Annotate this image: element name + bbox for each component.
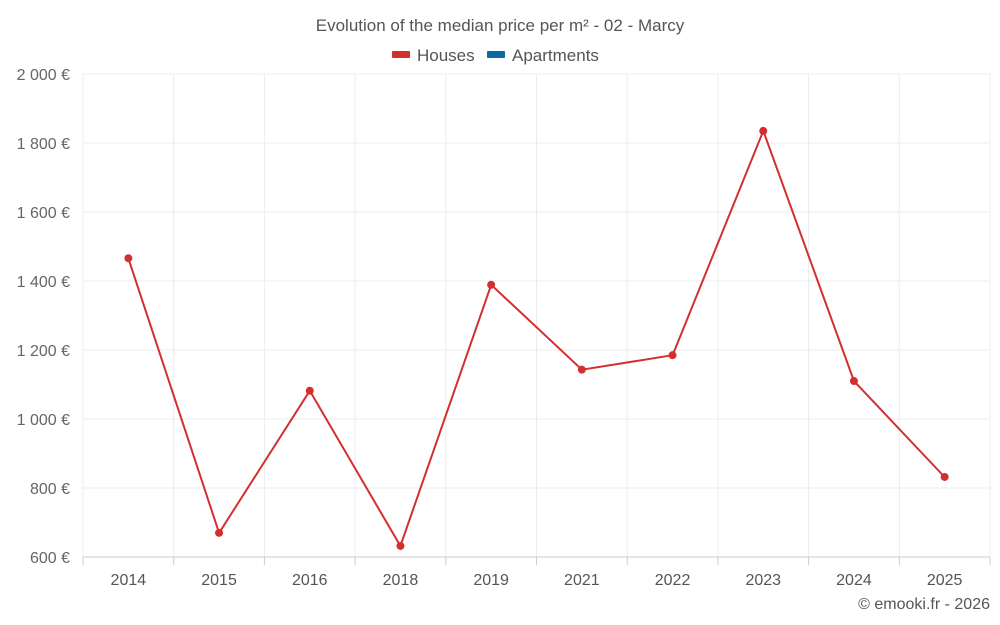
- x-tick-label: 2016: [292, 572, 328, 589]
- data-point-houses[interactable]: [215, 528, 224, 537]
- legend-item-apartments[interactable]: Apartments: [487, 46, 599, 65]
- data-point-houses[interactable]: [668, 351, 677, 360]
- legend: Houses Apartments: [392, 46, 599, 65]
- data-point-houses[interactable]: [759, 126, 768, 135]
- series-houses: [124, 126, 949, 550]
- y-tick-label: 600 €: [30, 550, 70, 567]
- data-point-houses[interactable]: [124, 254, 133, 263]
- y-tick-label: 2 000 €: [17, 67, 70, 84]
- x-tick-label: 2018: [383, 572, 419, 589]
- x-tick-label: 2022: [655, 572, 691, 589]
- chart-title: Evolution of the median price per m² - 0…: [316, 16, 685, 35]
- legend-swatch-houses: [392, 51, 410, 58]
- gridlines: [82, 73, 991, 557]
- x-tick-label: 2015: [201, 572, 237, 589]
- legend-label-apartments: Apartments: [512, 46, 599, 65]
- data-point-houses[interactable]: [487, 280, 496, 289]
- legend-label-houses: Houses: [417, 46, 475, 65]
- y-axis: 600 € 800 € 1 000 € 1 200 € 1 400 € 1 600 € 1 …: [17, 67, 70, 567]
- legend-swatch-apartments: [487, 51, 505, 58]
- x-tick-label: 2019: [473, 572, 509, 589]
- legend-item-houses[interactable]: Houses: [392, 46, 475, 65]
- x-tick-label: 2021: [564, 572, 600, 589]
- data-point-houses[interactable]: [577, 365, 586, 374]
- data-point-houses[interactable]: [305, 386, 314, 395]
- data-point-houses[interactable]: [396, 541, 405, 550]
- credit-text: © emooki.fr - 2026: [858, 596, 990, 613]
- x-tick-label: 2014: [111, 572, 147, 589]
- x-tick-label: 2025: [927, 572, 963, 589]
- x-tick-label: 2024: [836, 572, 872, 589]
- y-tick-label: 800 €: [30, 481, 70, 498]
- y-tick-label: 1 400 €: [17, 274, 70, 291]
- data-point-houses[interactable]: [940, 472, 949, 481]
- y-tick-label: 1 800 €: [17, 136, 70, 153]
- data-point-houses[interactable]: [849, 377, 858, 386]
- x-axis: 2014 2015 2016 2018 2019 2021 2022 2023 2024 2025: [82, 556, 991, 589]
- y-tick-label: 1 200 €: [17, 343, 70, 360]
- y-tick-label: 1 600 €: [17, 205, 70, 222]
- y-tick-label: 1 000 €: [17, 412, 70, 429]
- series-line-houses: [127, 129, 946, 547]
- x-tick-label: 2023: [745, 572, 781, 589]
